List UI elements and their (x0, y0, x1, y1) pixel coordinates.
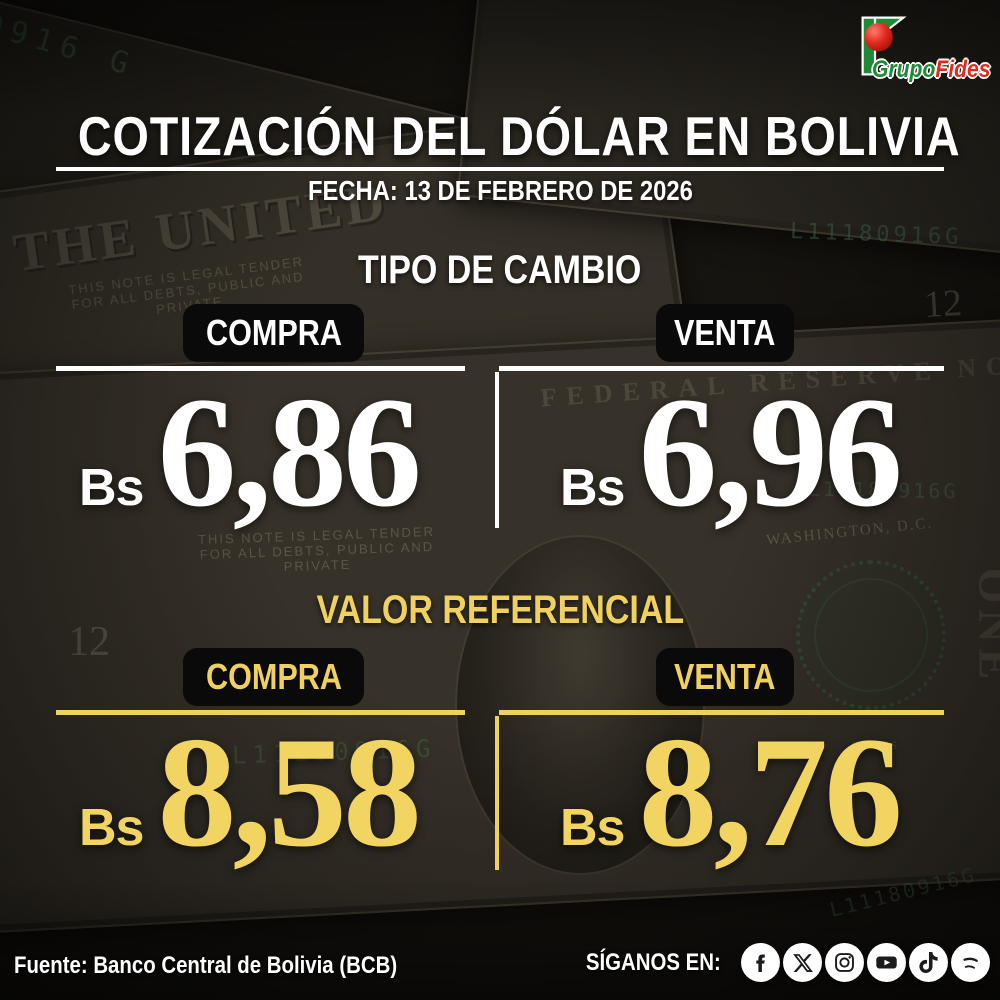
section-title-tipo-de-cambio: TIPO DE CAMBIO (358, 248, 642, 292)
follow-us-label: SÍGANOS EN: (586, 948, 722, 976)
grupofides-logo-text: GrupoFides (872, 56, 991, 84)
tiktok-icon[interactable] (909, 943, 948, 982)
currency-symbol: Bs (79, 459, 144, 517)
exchange-buy-value: Bs 6,86 (0, 374, 497, 532)
social-icons-row (741, 943, 990, 982)
exchange-buy-label: COMPRA (183, 304, 364, 362)
referential-sell-value: Bs 8,76 (503, 714, 1000, 872)
x-twitter-icon[interactable] (783, 943, 822, 982)
exchange-column-divider (495, 372, 499, 528)
currency-symbol: Bs (79, 799, 144, 857)
grupofides-logo-mark (861, 16, 907, 76)
currency-symbol: Bs (560, 459, 625, 517)
title-divider (56, 167, 944, 171)
referential-buy-label: COMPRA (183, 648, 364, 706)
referential-column-divider (495, 716, 499, 870)
logo-word-grupo: Grupo (872, 56, 936, 83)
page-title: COTIZACIÓN DEL DÓLAR EN BOLIVIA (77, 105, 961, 167)
youtube-icon[interactable] (867, 943, 906, 982)
spotify-icon[interactable] (951, 943, 990, 982)
exchange-sell-underline (499, 366, 944, 371)
referential-buy-underline (56, 710, 465, 715)
sell-rate-number: 6,96 (638, 365, 902, 540)
exchange-sell-label: VENTA (656, 304, 794, 362)
referential-sell-underline (499, 710, 944, 715)
referential-buy-value: Bs 8,58 (0, 714, 497, 872)
follow-us-bar: SÍGANOS EN: (574, 943, 990, 982)
source-text: Fuente: Banco Central de Bolivia (BCB) (14, 952, 398, 979)
exchange-sell-value: Bs 6,96 (503, 374, 1000, 532)
currency-symbol: Bs (560, 799, 625, 857)
sell-rate-number: 8,76 (638, 705, 902, 880)
exchange-buy-underline (56, 366, 465, 371)
referential-sell-label: VENTA (656, 648, 794, 706)
section-title-valor-referencial: VALOR REFERENCIAL (316, 588, 684, 632)
facebook-icon[interactable] (741, 943, 780, 982)
logo-word-fides: Fides (935, 56, 991, 83)
date-text: FECHA: 13 DE FEBRERO DE 2026 (307, 175, 693, 206)
instagram-icon[interactable] (825, 943, 864, 982)
buy-rate-number: 6,86 (157, 365, 421, 540)
buy-rate-number: 8,58 (157, 705, 421, 880)
grupofides-logo: GrupoFides (852, 10, 998, 94)
